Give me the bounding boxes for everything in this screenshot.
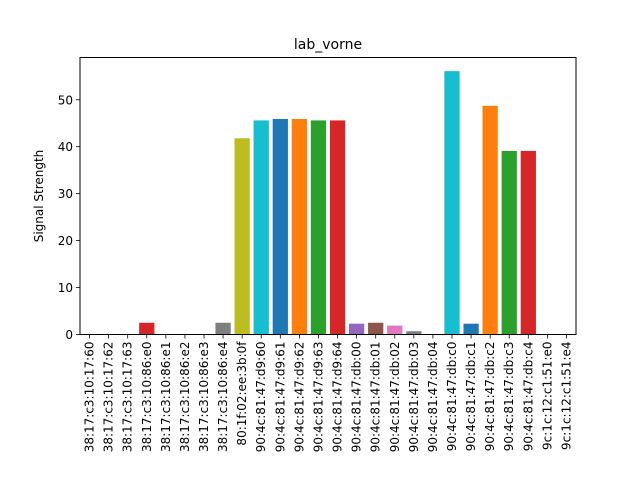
- x-tick-label: 90:4c:81:47:d9:63: [311, 342, 325, 453]
- bar-12: [310, 120, 327, 335]
- x-tick-label: 90:4c:81:47:db:c0: [445, 342, 459, 452]
- bar-10: [272, 119, 288, 335]
- bar-19: [444, 71, 460, 335]
- x-tick-label: 90:4c:81:47:db:01: [369, 342, 383, 453]
- x-tick-label: 90:4c:81:47:db:c1: [464, 342, 478, 452]
- bar-8: [234, 138, 250, 335]
- x-tick-label: 38:17:c3:10:17:60: [83, 342, 97, 453]
- x-tick-label: 38:17:c3:10:86:e1: [159, 342, 173, 453]
- x-tick-label: 9c:1c:12:c1:51:e4: [559, 342, 573, 450]
- y-tick-label: 50: [58, 93, 73, 107]
- x-tick-label: 38:17:c3:10:86:e2: [178, 342, 192, 453]
- bar-7: [215, 322, 231, 335]
- y-tick-label: 40: [58, 140, 73, 154]
- bar-21: [482, 105, 498, 335]
- plot-frame: [79, 57, 577, 335]
- x-tick-label: 90:4c:81:47:d9:61: [273, 342, 287, 453]
- x-ticks-group: 38:17:c3:10:17:60 38:17:c3:10:17:62 38:17:…: [83, 334, 573, 453]
- bar-16: [387, 325, 403, 335]
- bar-14: [348, 323, 365, 335]
- bar-17: [406, 331, 422, 335]
- x-tick-label: 90:4c:81:47:db:02: [388, 342, 402, 453]
- x-tick-label: 9c:1c:12:c1:51:e0: [540, 342, 554, 450]
- y-axis-label: Signal Strength: [32, 150, 46, 243]
- x-tick-label: 90:4c:81:47:db:04: [426, 342, 440, 453]
- y-tick-label: 0: [65, 328, 73, 342]
- y-tick-label: 20: [58, 234, 73, 248]
- bar-13: [329, 120, 346, 335]
- bar-22: [501, 150, 517, 335]
- bar-9: [253, 120, 269, 335]
- x-tick-label: 38:17:c3:10:86:e4: [216, 342, 230, 453]
- x-tick-label: 90:4c:81:47:d9:62: [292, 342, 306, 453]
- x-tick-label: 38:17:c3:10:86:e3: [197, 342, 211, 453]
- x-tick-label: 90:4c:81:47:d9:60: [254, 342, 268, 453]
- x-tick-label: 90:4c:81:47:db:c4: [521, 342, 535, 452]
- y-tick-label: 30: [58, 187, 73, 201]
- bar-20: [463, 323, 479, 335]
- x-tick-label: 90:4c:81:47:db:00: [350, 342, 364, 453]
- x-tick-label: 38:17:c3:10:17:62: [102, 342, 116, 453]
- bar-23: [520, 150, 536, 335]
- x-tick-label: 90:4c:81:47:db:03: [407, 342, 421, 453]
- bar-15: [368, 322, 384, 335]
- y-tick-label: 10: [58, 281, 73, 295]
- y-ticks-group: 0 10 20 30 40 50: [58, 93, 80, 342]
- x-tick-label: 90:4c:81:47:db:c3: [502, 342, 516, 452]
- bars-group: [139, 71, 536, 335]
- chart-title: lab_vorne: [294, 37, 362, 53]
- bar-3: [139, 322, 155, 335]
- x-tick-label: 80:1f:02:ee:3b:0f: [235, 341, 249, 446]
- x-tick-label: 38:17:c3:10:86:e0: [140, 342, 154, 453]
- bar-11: [291, 119, 308, 335]
- x-tick-label: 90:4c:81:47:db:c2: [483, 342, 497, 452]
- x-tick-label: 90:4c:81:47:d9:64: [331, 342, 345, 453]
- x-tick-label: 38:17:c3:10:17:63: [121, 342, 135, 453]
